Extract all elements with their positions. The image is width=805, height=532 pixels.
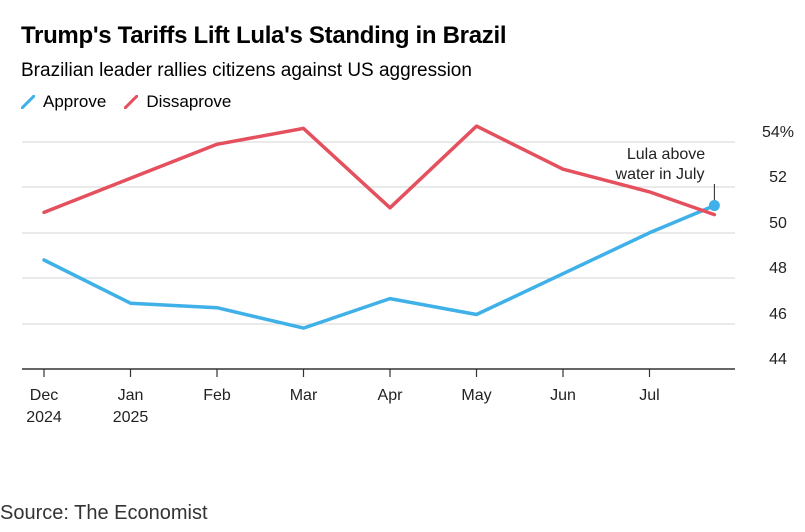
legend-item-approve: Approve	[21, 92, 106, 112]
annotation: Lula above water in July	[615, 146, 720, 212]
legend-label-dissaprove: Dissaprove	[146, 92, 232, 111]
x-tick-label: 2024	[26, 409, 62, 426]
x-tick-label: Jan	[118, 387, 144, 404]
legend-swatch-approve	[21, 95, 35, 109]
legend-label-approve: Approve	[43, 92, 107, 111]
gridlines	[22, 141, 735, 325]
x-tick-label: Jul	[639, 387, 659, 404]
series-lines	[42, 124, 717, 330]
x-tick-label: Jun	[550, 387, 576, 404]
source-note: Source: The Economist	[0, 502, 208, 524]
y-tick-labels: 54% 52 50 48 46 44	[762, 124, 794, 368]
x-tick-label: 2025	[113, 409, 149, 426]
x-tick-label: Apr	[378, 387, 404, 404]
y-tick-label: 54%	[762, 124, 794, 141]
x-tick-label: Mar	[290, 387, 318, 404]
chart-subtitle: Brazilian leader rallies citizens agains…	[21, 60, 472, 81]
y-tick-label: 50	[769, 215, 787, 232]
series-line-approve	[42, 203, 717, 330]
y-tick-label: 44	[769, 351, 787, 368]
x-tick-label: May	[461, 387, 491, 404]
x-tick-label: Dec	[30, 387, 58, 404]
annotation-text-line1: Lula above	[627, 146, 705, 163]
x-tick-label: Feb	[203, 387, 231, 404]
annotation-text-line2: water in July	[615, 166, 705, 183]
legend-swatch-dissaprove	[124, 95, 139, 109]
legend-item-dissaprove: Dissaprove	[124, 92, 231, 112]
y-tick-label: 48	[769, 260, 787, 277]
y-tick-label: 52	[769, 169, 787, 186]
annotation-point	[708, 200, 720, 212]
series-line-dissaprove	[42, 124, 717, 217]
y-tick-label: 46	[769, 306, 787, 323]
x-axis: Dec 2024 Jan 2025 Feb Mar Apr May Jun Jul	[22, 368, 735, 426]
legend: Approve Dissaprove	[21, 92, 249, 112]
chart-title: Trump's Tariffs Lift Lula's Standing in …	[21, 22, 507, 49]
